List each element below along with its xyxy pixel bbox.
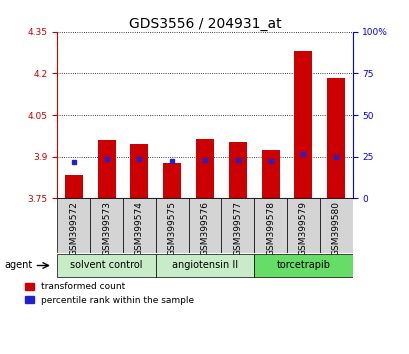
Text: GSM399578: GSM399578 (265, 201, 274, 256)
Text: GSM399573: GSM399573 (102, 201, 111, 256)
Bar (294, 51, 312, 198)
Text: GSM399579: GSM399579 (298, 201, 307, 256)
Bar (326, 78, 344, 198)
Bar (196, 139, 213, 198)
Bar (286, 198, 319, 253)
Bar (221, 198, 254, 253)
Text: GSM399574: GSM399574 (135, 201, 144, 256)
Text: torcetrapib: torcetrapib (276, 261, 330, 270)
Bar (57, 198, 90, 253)
Bar (155, 254, 254, 277)
Bar (57, 254, 155, 277)
Text: GSM399577: GSM399577 (233, 201, 242, 256)
Text: GSM399575: GSM399575 (167, 201, 176, 256)
Bar (254, 254, 352, 277)
Bar (163, 163, 181, 198)
Text: angiotensin II: angiotensin II (171, 261, 238, 270)
Bar (319, 198, 352, 253)
Title: GDS3556 / 204931_at: GDS3556 / 204931_at (128, 17, 281, 31)
Bar (228, 142, 246, 198)
Bar (188, 198, 221, 253)
Text: GSM399576: GSM399576 (200, 201, 209, 256)
Text: GSM399572: GSM399572 (69, 201, 78, 256)
Bar (90, 198, 123, 253)
Text: agent: agent (4, 260, 33, 270)
Text: solvent control: solvent control (70, 261, 142, 270)
Bar (123, 198, 155, 253)
Bar (254, 198, 286, 253)
Bar (155, 198, 188, 253)
Bar (130, 144, 148, 198)
Bar (65, 175, 83, 198)
Bar (97, 140, 115, 198)
Legend: transformed count, percentile rank within the sample: transformed count, percentile rank withi… (25, 282, 194, 305)
Bar (261, 150, 279, 198)
Text: GSM399580: GSM399580 (331, 201, 340, 256)
